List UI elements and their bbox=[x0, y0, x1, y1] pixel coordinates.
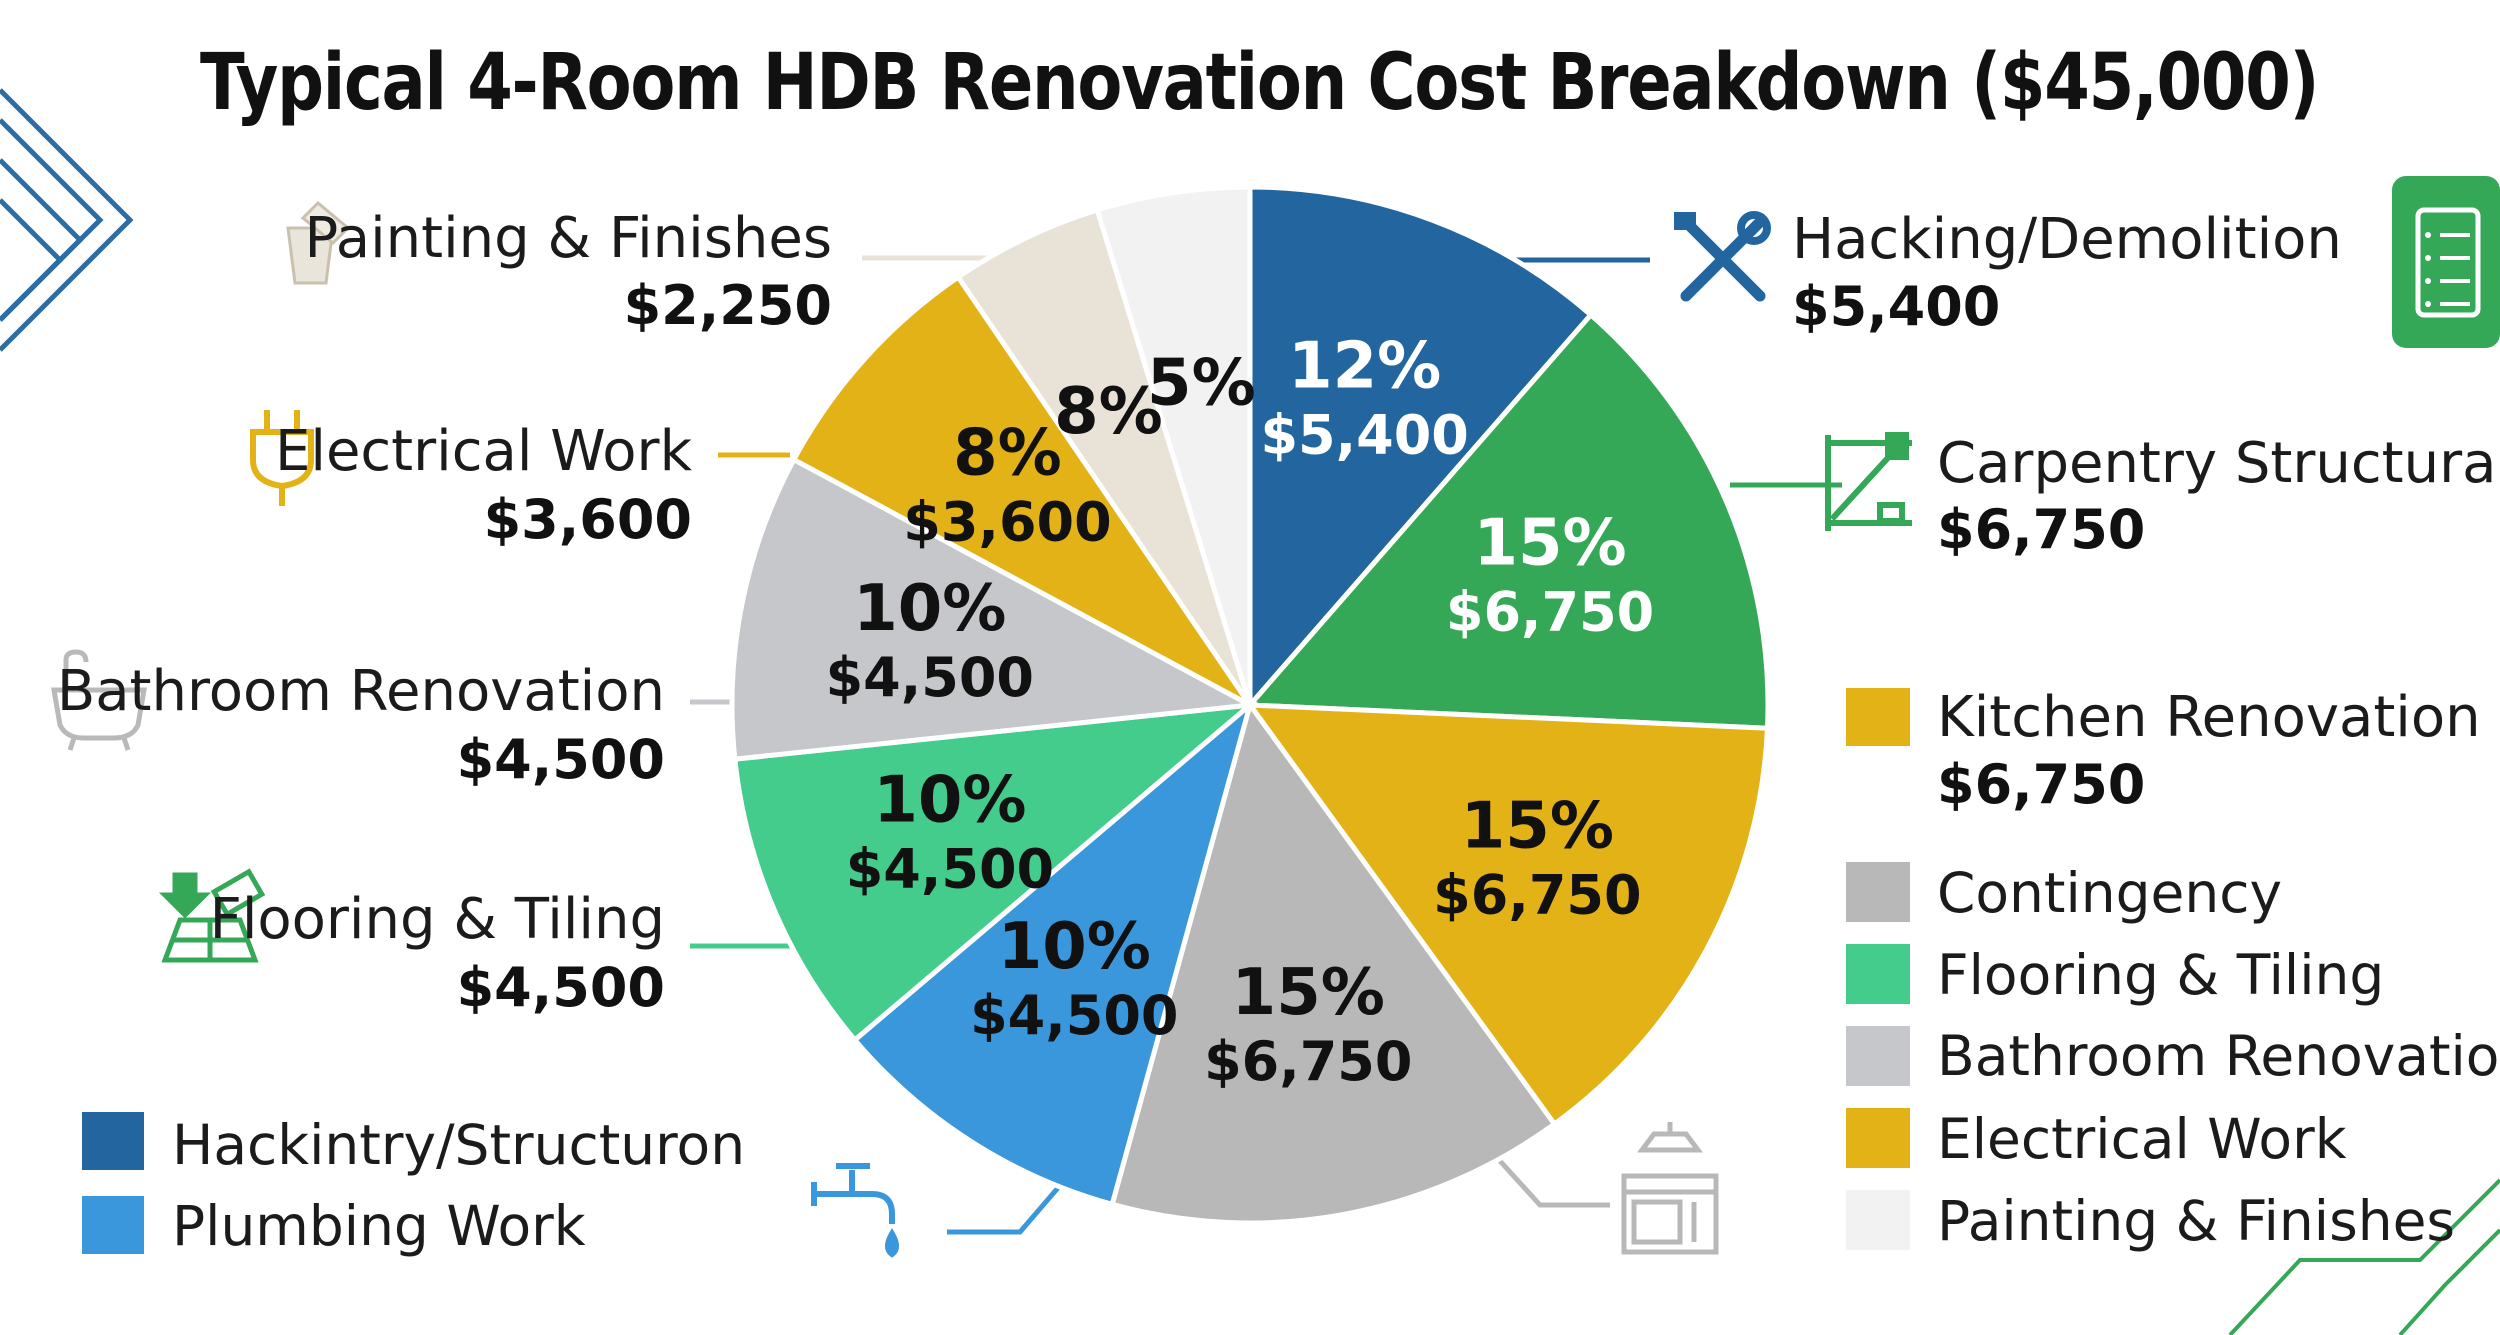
callout-flooring-name: Flooring & Tiling bbox=[210, 887, 665, 952]
slice-percent-label: 15% bbox=[1461, 790, 1614, 864]
callout-painting: Painting & Finishes $2,250 bbox=[286, 200, 833, 337]
chart-title: Typical 4-Room HDB Renovation Cost Break… bbox=[200, 38, 2319, 128]
pie-slice-electrical bbox=[790, 273, 1253, 708]
kitchen-cabinet-icon bbox=[1621, 1122, 1719, 1255]
callout-flooring: Flooring & Tiling $4,500 bbox=[158, 868, 665, 1019]
legend-item-label: Bathroom Renovation bbox=[1937, 1024, 2500, 1088]
callout-flooring-amount: $4,500 bbox=[457, 956, 665, 1019]
slice-percent-label: 15% bbox=[1473, 507, 1626, 581]
callout-kitchen-name: Kitchen Renovation bbox=[1937, 685, 2481, 750]
callout-painting-name: Painting & Finishes bbox=[305, 206, 833, 271]
legend-item-bathroom: Bathroom Renovation bbox=[1846, 1024, 2500, 1088]
callout-bathroom-amount: $4,500 bbox=[457, 728, 665, 791]
legend-item-label: Flooring & Tiling bbox=[1937, 943, 2384, 1007]
callout-electrical: Electrical Work $3,600 bbox=[250, 410, 693, 551]
slice-amount-label: $6,750 bbox=[1204, 1030, 1412, 1093]
callout-bathroom-name: Bathroom Renovation bbox=[57, 659, 665, 724]
pie-slice-hacking bbox=[1247, 184, 1595, 712]
slice-amount-label: $3,600 bbox=[903, 491, 1111, 554]
slice-percent-label: 10% bbox=[998, 910, 1151, 984]
callout-carpentry-amount: $6,750 bbox=[1937, 498, 2145, 561]
legend-right: Contingency Flooring & Tiling Bathroom R… bbox=[1846, 861, 2500, 1253]
slice-percent-label: 10% bbox=[853, 572, 1006, 646]
callout-carpentry: Carpentry Structural $6,750 bbox=[1825, 431, 2500, 561]
pie-slice-contingency bbox=[1109, 699, 1558, 1226]
slice-amount-label: $6,750 bbox=[1446, 581, 1654, 644]
legend-item-label: Painting & Finishes bbox=[1937, 1189, 2455, 1253]
legend-item-label: Hackintry/Structuron bbox=[172, 1113, 745, 1177]
callout-hacking: Hacking/Demolition $5,400 bbox=[1674, 207, 2342, 338]
corner-decoration-right bbox=[2228, 1178, 2500, 1335]
faucet-icon bbox=[811, 1163, 899, 1258]
kitchen-swatch bbox=[1846, 688, 1910, 746]
pie-slice-bathroom bbox=[729, 456, 1259, 762]
slice-amount-label: $6,750 bbox=[1433, 864, 1641, 927]
slice-percent-label: 5% bbox=[1147, 346, 1256, 420]
callout-kitchen-amount: $6,750 bbox=[1937, 753, 2145, 816]
legend-item-label: Contingency bbox=[1937, 861, 2282, 925]
slice-percent-label: 15% bbox=[1232, 956, 1385, 1030]
slice-percent-label: 8% bbox=[953, 417, 1062, 491]
bathtub-icon bbox=[51, 649, 147, 751]
slice-amount-label: $4,500 bbox=[846, 837, 1054, 900]
callout-painting-amount: $2,250 bbox=[624, 274, 832, 337]
callout-carpentry-name: Carpentry Structural bbox=[1937, 431, 2500, 496]
callout-hacking-name: Hacking/Demolition bbox=[1792, 207, 2342, 272]
tools-icon bbox=[1674, 211, 1771, 302]
legend-item-electrical: Electrical Work bbox=[1846, 1107, 2347, 1171]
slice-percent-label: 10% bbox=[873, 763, 1026, 837]
legend-item-flooring: Flooring & Tiling bbox=[1846, 943, 2384, 1007]
pie-slice-plumbing bbox=[851, 697, 1255, 1208]
pie-slice-carpentry bbox=[1244, 311, 1771, 731]
pie-slice-painting_b bbox=[1094, 184, 1253, 706]
pie-slice-kitchen bbox=[1244, 702, 1771, 1128]
plug-icon bbox=[250, 410, 314, 506]
callout-electrical-amount: $3,600 bbox=[484, 488, 692, 551]
legend-item-contingency: Contingency bbox=[1846, 861, 2282, 925]
paint-bucket-icon bbox=[286, 200, 351, 285]
checklist-icon bbox=[2392, 176, 2500, 348]
pie-slices bbox=[729, 184, 1771, 1226]
slice-percent-label: 12% bbox=[1288, 329, 1441, 403]
legend-item-hackintry: Hackintry/Structuron bbox=[82, 1112, 745, 1177]
legend-item-painting: Painting & Finishes bbox=[1846, 1189, 2455, 1253]
pie-slice-flooring bbox=[732, 701, 1258, 1044]
legend-item-plumbing: Plumbing Work bbox=[82, 1194, 586, 1258]
callout-kitchen: Kitchen Renovation $6,750 bbox=[1846, 685, 2481, 816]
slice-amount-label: $5,400 bbox=[1260, 403, 1468, 466]
pie-slice-painting_a bbox=[954, 206, 1253, 707]
pie-labels: 12%$5,40015%$6,75015%$6,75015%$6,75010%$… bbox=[826, 329, 1655, 1093]
legend-left: Hackintry/Structuron Plumbing Work bbox=[82, 1112, 745, 1258]
corner-decoration-left bbox=[0, 88, 134, 352]
carpentry-icon bbox=[1825, 432, 1912, 531]
slice-amount-label: $4,500 bbox=[826, 646, 1034, 709]
callout-hacking-amount: $5,400 bbox=[1792, 275, 2000, 338]
legend-item-label: Electrical Work bbox=[1937, 1107, 2347, 1171]
callout-electrical-name: Electrical Work bbox=[275, 419, 693, 484]
callout-bathroom: Bathroom Renovation $4,500 bbox=[51, 649, 665, 791]
tiling-icon bbox=[158, 868, 266, 963]
slice-amount-label: $4,500 bbox=[970, 984, 1178, 1047]
legend-item-label: Plumbing Work bbox=[172, 1194, 586, 1258]
slice-percent-label: 8% bbox=[1054, 375, 1163, 449]
